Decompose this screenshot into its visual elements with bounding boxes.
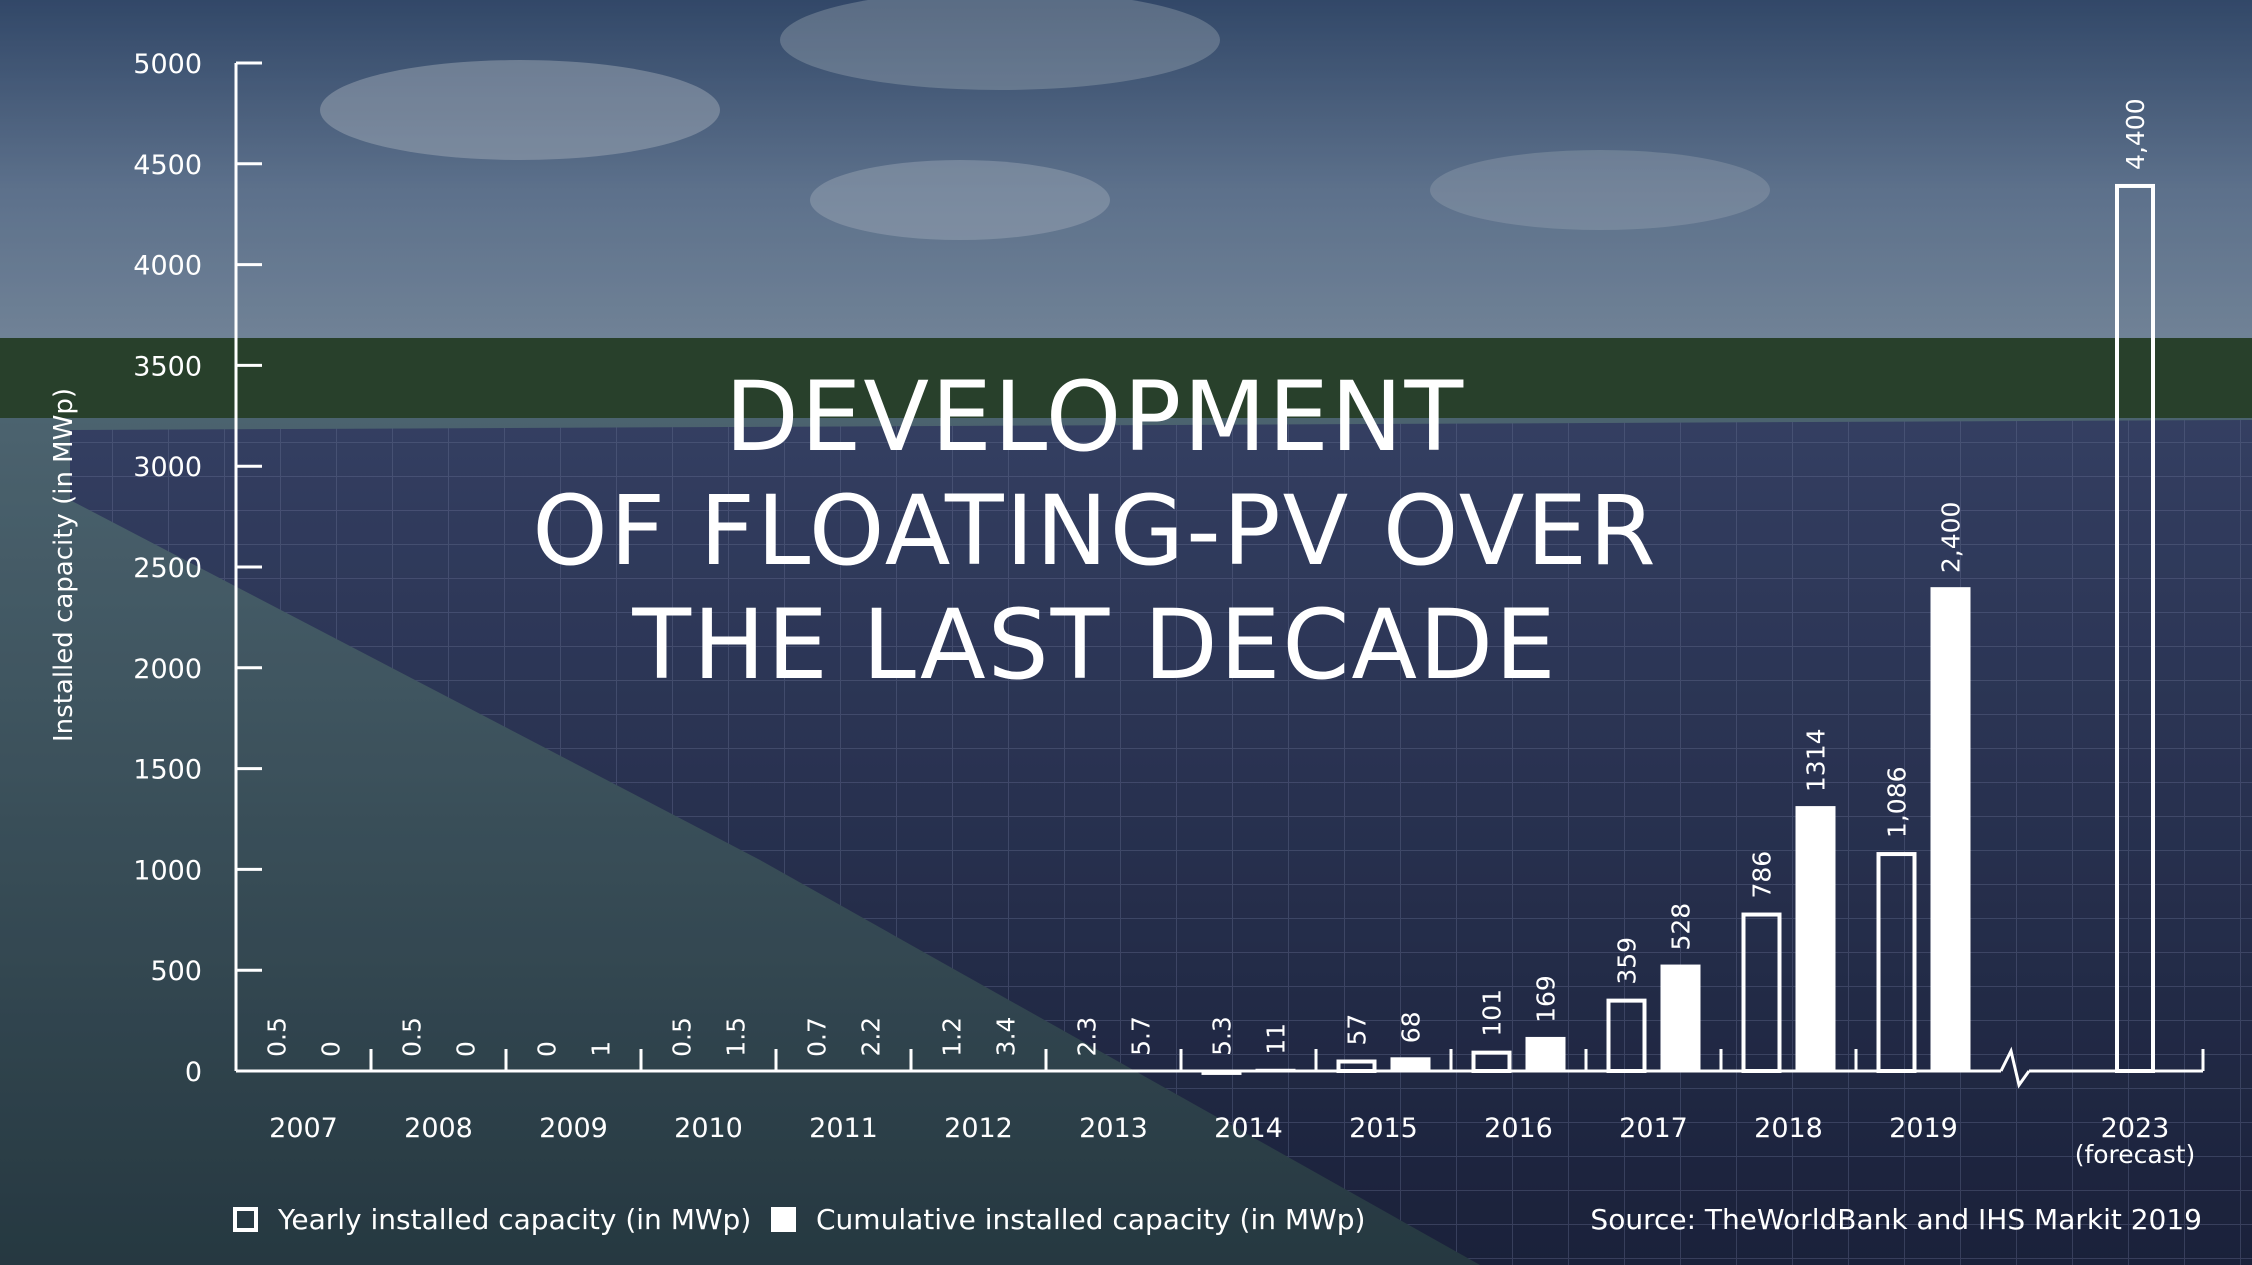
bar-cumulative-label: 0 <box>452 1041 481 1057</box>
bar-yearly-label: 1.2 <box>938 1017 967 1057</box>
legend-swatch-solid <box>771 1207 796 1232</box>
bar-cumulative <box>1120 1069 1161 1071</box>
bar-cumulative-label: 1 <box>587 1041 616 1057</box>
bar-yearly-label: 57 <box>1343 1014 1372 1046</box>
x-tick-label: 2023 <box>2101 1113 2170 1144</box>
bar-cumulative-label: 2.2 <box>857 1017 886 1057</box>
bar-cumulative <box>1525 1036 1566 1071</box>
bar-cumulative-label: 0 <box>317 1041 346 1057</box>
bar-cumulative-label: 11 <box>1262 1023 1291 1055</box>
title-line-1: DEVELOPMENT <box>724 361 1466 473</box>
x-tick-sublabel: (forecast) <box>2075 1140 2196 1169</box>
bar-yearly-label: 1,086 <box>1883 766 1912 838</box>
x-tick-label: 2008 <box>404 1113 473 1144</box>
bar-cumulative-label: 528 <box>1667 903 1696 951</box>
bar-yearly <box>1606 998 1647 1074</box>
x-tick-label: 2009 <box>539 1113 608 1144</box>
legend-item-cumulative: Cumulative installed capacity (in MWp) <box>771 1203 1365 1236</box>
bar-cumulative-label: 3.4 <box>992 1017 1021 1057</box>
bar-yearly <box>1876 852 1917 1073</box>
y-tick-label: 500 <box>150 956 202 987</box>
legend-label-cumulative: Cumulative installed capacity (in MWp) <box>816 1203 1366 1236</box>
bar-cumulative <box>1795 806 1836 1071</box>
x-tick-label: 2007 <box>269 1113 338 1144</box>
x-tick-label: 2019 <box>1889 1113 1958 1144</box>
bar-yearly-label: 786 <box>1748 851 1777 899</box>
bar-yearly <box>1201 1069 1242 1075</box>
bar-yearly-label: 0.5 <box>668 1017 697 1057</box>
bar-yearly <box>1336 1059 1377 1073</box>
x-tick-label: 2012 <box>944 1113 1013 1144</box>
y-tick-label: 2000 <box>133 654 202 685</box>
y-tick-label: 2500 <box>133 553 202 584</box>
bar-yearly-label: 2.3 <box>1073 1017 1102 1057</box>
bar-cumulative-label: 2,400 <box>1937 502 1966 574</box>
y-tick-label: 3000 <box>133 452 202 483</box>
bar-cumulative-label: 68 <box>1397 1011 1426 1043</box>
legend-label-yearly: Yearly installed capacity (in MWp) <box>278 1203 752 1236</box>
chart-title: DEVELOPMENT OF FLOATING-PV OVER THE LAST… <box>430 360 1760 702</box>
x-tick-label: 2017 <box>1619 1113 1688 1144</box>
legend-item-yearly: Yearly installed capacity (in MWp) <box>233 1203 751 1236</box>
legend-swatch-outline <box>233 1207 258 1232</box>
x-tick-label: 2011 <box>809 1113 878 1144</box>
bar-cumulative <box>1255 1068 1296 1071</box>
x-tick-label: 2010 <box>674 1113 743 1144</box>
y-tick-label: 0 <box>185 1057 202 1088</box>
y-tick-label: 4500 <box>133 150 202 181</box>
bar-yearly-label: 4,400 <box>2121 98 2150 170</box>
x-tick-label: 2014 <box>1214 1113 1283 1144</box>
bar-yearly-label: 0 <box>533 1041 562 1057</box>
y-axis-label: Installed capacity (in MWp) <box>49 388 79 742</box>
bar-cumulative-label: 1314 <box>1802 728 1831 792</box>
x-tick-label: 2013 <box>1079 1113 1148 1144</box>
y-tick-label: 4000 <box>133 251 202 282</box>
y-tick-label: 3500 <box>133 351 202 382</box>
bar-yearly <box>2115 183 2155 1073</box>
bar-yearly-label: 101 <box>1478 989 1507 1037</box>
bar-yearly-label: 359 <box>1613 937 1642 985</box>
x-tick-label: 2015 <box>1349 1113 1418 1144</box>
axis-break-mark <box>1999 1046 2031 1089</box>
y-tick-label: 1000 <box>133 855 202 886</box>
source-note: Source: TheWorldBank and IHS Markit 2019 <box>1590 1203 2202 1236</box>
bar-yearly-label: 0.5 <box>398 1017 427 1057</box>
bar-cumulative <box>1660 964 1701 1071</box>
y-tick-label: 1500 <box>133 755 202 786</box>
bar-yearly-label: 5.3 <box>1208 1016 1237 1056</box>
bar-cumulative-label: 169 <box>1532 975 1561 1023</box>
y-tick-label: 5000 <box>133 49 202 80</box>
title-line-2: OF FLOATING-PV OVER <box>532 475 1658 587</box>
bar-yearly-label: 0.7 <box>803 1017 832 1057</box>
x-tick-label: 2016 <box>1484 1113 1553 1144</box>
bar-cumulative <box>1930 587 1971 1071</box>
bar-yearly <box>1741 912 1782 1074</box>
title-line-3: THE LAST DECADE <box>632 589 1558 701</box>
bar-cumulative-label: 5.7 <box>1127 1016 1156 1056</box>
x-tick-label: 2018 <box>1754 1113 1823 1144</box>
bar-cumulative <box>1390 1057 1431 1071</box>
bar-yearly <box>1471 1050 1512 1074</box>
bar-cumulative-label: 1.5 <box>722 1017 751 1057</box>
bar-yearly-label: 0.5 <box>263 1017 292 1057</box>
